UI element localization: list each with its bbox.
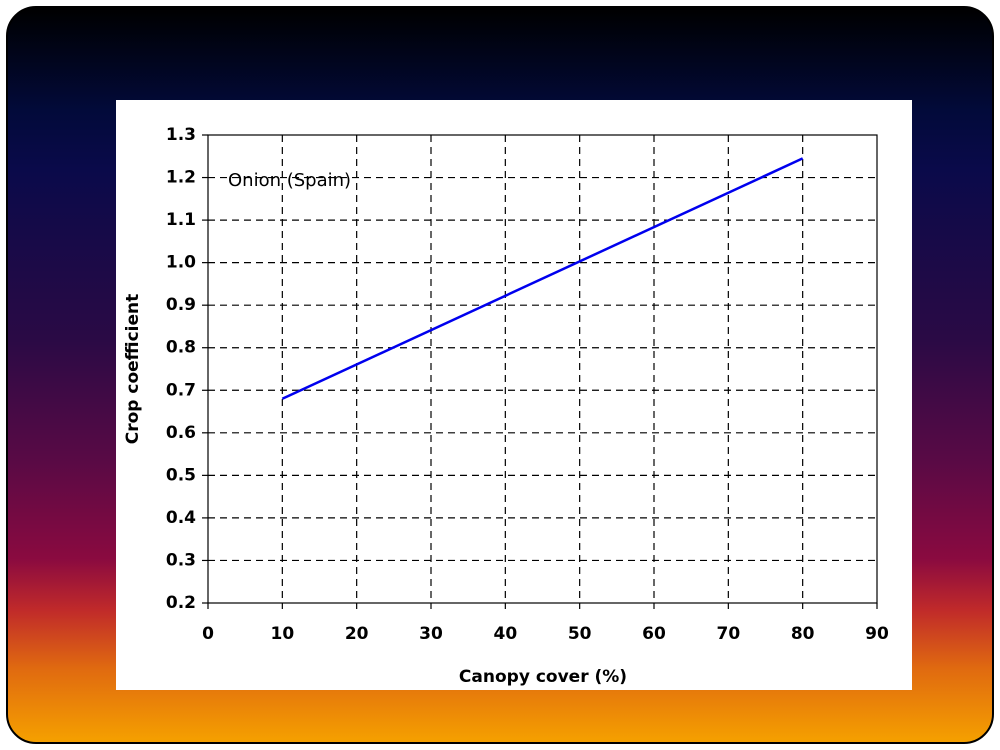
y-tick-label: 1.3 [166, 125, 196, 145]
y-axis-label: Crop coefficient [123, 294, 143, 445]
data-line [281, 157, 804, 400]
y-tick-label: 1.2 [166, 168, 196, 188]
y-tick-label: 0.4 [166, 508, 196, 528]
y-tick-label: 0.9 [166, 295, 196, 315]
annotation: Onion (Spain) [228, 170, 351, 191]
y-tick-label: 0.3 [166, 550, 196, 570]
y-tick-label: 1.1 [166, 210, 196, 230]
x-tick-label: 10 [270, 624, 294, 644]
x-tick-label: 50 [568, 624, 592, 644]
x-tick-label: 90 [865, 624, 889, 644]
x-tick-label: 30 [419, 624, 443, 644]
x-tick-label: 0 [202, 624, 214, 644]
chart-panel [116, 100, 912, 690]
x-tick-label: 40 [493, 624, 517, 644]
y-tick-label: 0.7 [166, 380, 196, 400]
x-axis-label: Canopy cover (%) [459, 667, 627, 687]
x-tick-label: 20 [345, 624, 369, 644]
x-tick-label: 80 [791, 624, 815, 644]
y-tick-label: 0.2 [166, 593, 196, 613]
x-tick-label: 70 [716, 624, 740, 644]
y-tick-label: 0.6 [166, 423, 196, 443]
y-tick-label: 0.5 [166, 465, 196, 485]
plot-frame [207, 134, 878, 604]
y-tick-label: 0.8 [166, 338, 196, 358]
x-tick-label: 60 [642, 624, 666, 644]
y-tick-label: 1.0 [166, 253, 196, 273]
